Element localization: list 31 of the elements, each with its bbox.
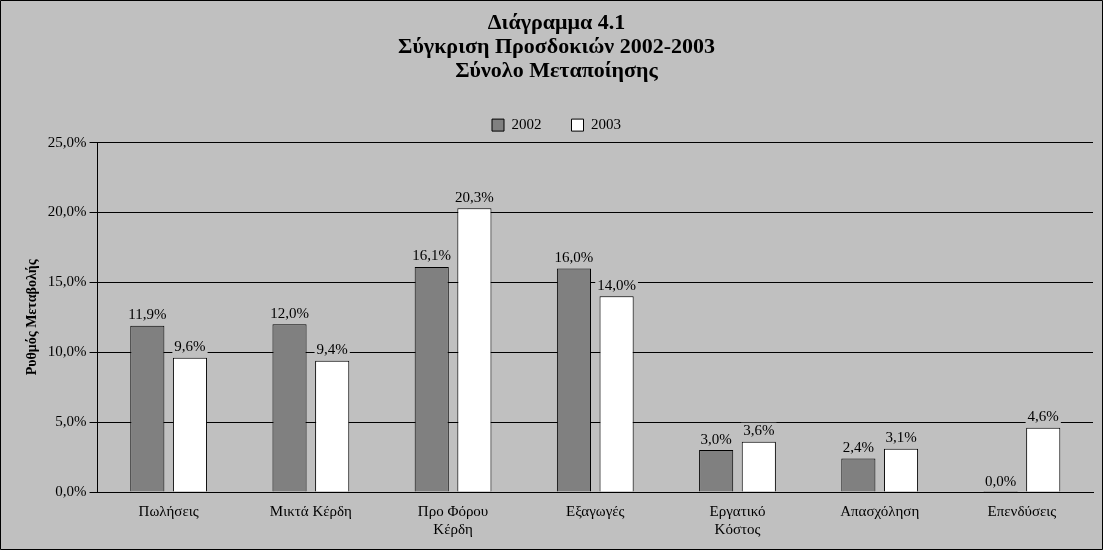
y-tick-label: 15,0% [47, 273, 87, 290]
data-label: 9,6% [174, 338, 206, 355]
chart-title: Διάγραμμα 4.1 Σύγκριση Προσδοκιών 2002-2003 Σύνολο Μεταποίησης [398, 8, 715, 83]
x-tick-label: Επενδύσεις [987, 502, 1057, 519]
y-tick-label: 10,0% [47, 343, 87, 360]
data-label: 20,3% [455, 188, 494, 205]
legend-label: 2003 [591, 116, 621, 133]
legend-label: 2002 [511, 116, 542, 133]
data-label: 0,0% [984, 473, 1017, 490]
data-label: 3,6% [743, 422, 775, 439]
y-tick-label: 5,0% [55, 413, 87, 430]
x-tick-label: Προ Φόρου Κέρδη [417, 502, 489, 537]
y-tick-label: 0,0% [55, 482, 87, 499]
x-tick-label: Εργατικό Κόστος [709, 502, 766, 537]
y-tick-label: 25,0% [47, 133, 87, 150]
data-label: 2,4% [842, 438, 874, 455]
x-tick-label: Μικτά Κέρδη [269, 502, 353, 519]
x-tick-label: Απασχόληση [840, 502, 920, 519]
x-tick-label: Εξαγωγές [566, 502, 625, 519]
x-tick-label: Πωλήσεις [138, 502, 199, 519]
data-label: 16,0% [554, 248, 594, 265]
data-label: 3,1% [885, 429, 917, 446]
data-label: 16,1% [412, 247, 452, 264]
data-label: 14,0% [597, 276, 636, 293]
y-tick-label: 20,0% [47, 203, 87, 220]
data-label: 11,9% [128, 306, 167, 323]
data-label: 4,6% [1027, 408, 1059, 425]
data-label: 3,0% [700, 430, 732, 447]
data-label: 12,0% [270, 304, 309, 321]
data-label: 9,4% [316, 341, 348, 358]
y-axis-title: Ρυθμός Μεταβολής [24, 258, 40, 376]
